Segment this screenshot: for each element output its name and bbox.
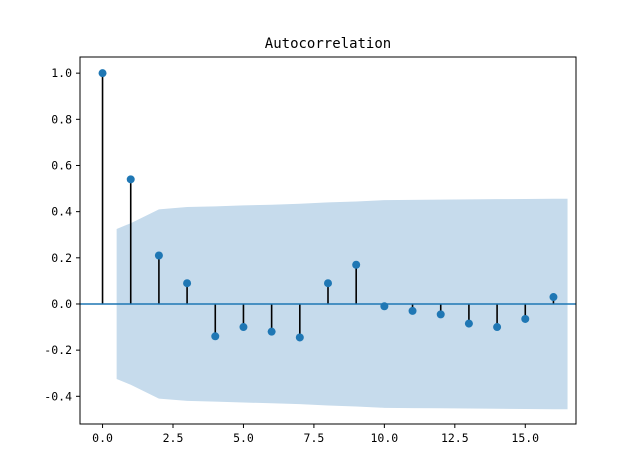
- acf-point: [239, 323, 248, 332]
- axes-layer: 0.0 2.5 5.0 7.5 10.0 12.5 15.0 1.0 0.8 0.6 0.4 0.2 0…: [44, 56, 577, 445]
- acf-point: [295, 333, 304, 342]
- y-tick-label: 0.4: [51, 205, 72, 219]
- stem-layer: [80, 69, 576, 342]
- x-tick-label: 15.0: [511, 431, 539, 445]
- y-tick-label: 1.0: [51, 66, 72, 80]
- x-tick-label: 2.5: [163, 431, 184, 445]
- acf-point: [493, 323, 502, 332]
- acf-point: [98, 69, 107, 78]
- acf-point: [380, 302, 389, 311]
- acf-point: [154, 251, 163, 260]
- y-tick-label: 0.2: [51, 251, 72, 265]
- y-tick-label: -0.4: [44, 389, 72, 403]
- x-tick-label: 7.5: [304, 431, 325, 445]
- acf-point: [521, 314, 530, 323]
- acf-point: [126, 175, 135, 184]
- y-tick-label: 0.8: [51, 112, 72, 126]
- x-tick-label: 0.0: [92, 431, 113, 445]
- acf-point: [324, 279, 332, 288]
- chart-title: Autocorrelation: [265, 36, 391, 52]
- acf-point: [436, 310, 445, 319]
- acf-point: [183, 279, 192, 288]
- acf-point: [464, 319, 473, 328]
- acf-point: [352, 260, 361, 269]
- acf-point: [211, 332, 220, 341]
- y-tick-label: 0.0: [51, 297, 72, 311]
- x-tick-label: 5.0: [233, 431, 254, 445]
- x-tick-label: 10.0: [371, 431, 399, 445]
- plot-frame: [79, 56, 577, 425]
- acf-point: [267, 327, 276, 336]
- y-tick-label: 0.6: [51, 158, 72, 172]
- acf-point: [408, 306, 417, 315]
- x-tick-label: 12.5: [441, 431, 469, 445]
- acf-point: [549, 293, 558, 302]
- y-tick-label: -0.2: [44, 343, 72, 357]
